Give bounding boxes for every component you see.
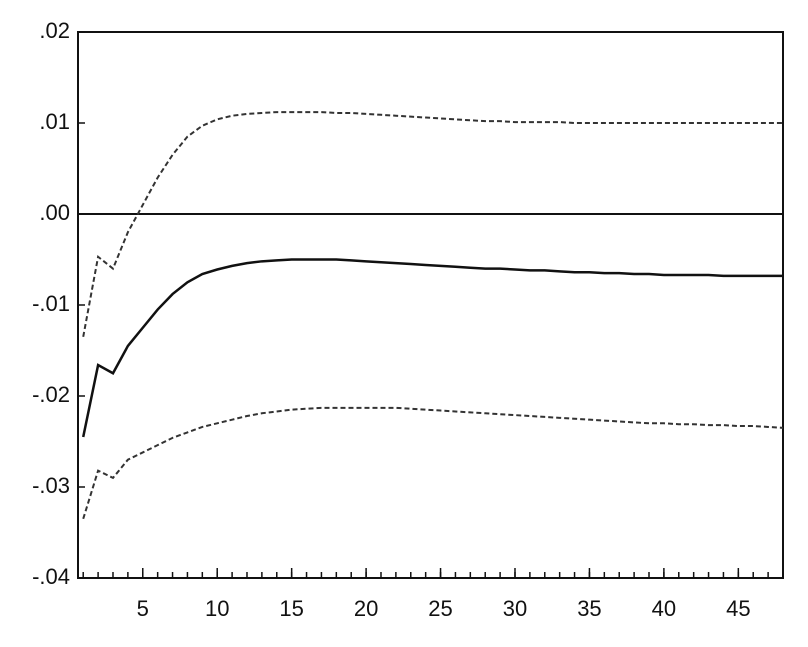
y-tick-label: .01 [39,109,70,134]
y-tick-label: -.01 [32,291,70,316]
series-line [81,258,783,438]
x-tick-label: 30 [503,596,527,621]
x-tick-label: 20 [354,596,378,621]
series-line [82,111,783,338]
plot-frame [77,31,784,579]
series-line [82,406,784,520]
y-tick-label: -.02 [32,382,70,407]
x-tick-label: 10 [205,596,229,621]
y-tick-label: .02 [39,18,70,43]
x-tick-label: 5 [137,596,149,621]
x-tick-label: 40 [652,596,676,621]
y-tick-label: -.04 [32,564,70,589]
y-tick-label: -.03 [32,473,70,498]
x-tick-label: 35 [577,596,601,621]
y-tick-label: .00 [39,200,70,225]
x-tick-label: 15 [279,596,303,621]
x-tick-label: 45 [726,596,750,621]
x-tick-label: 25 [428,596,452,621]
